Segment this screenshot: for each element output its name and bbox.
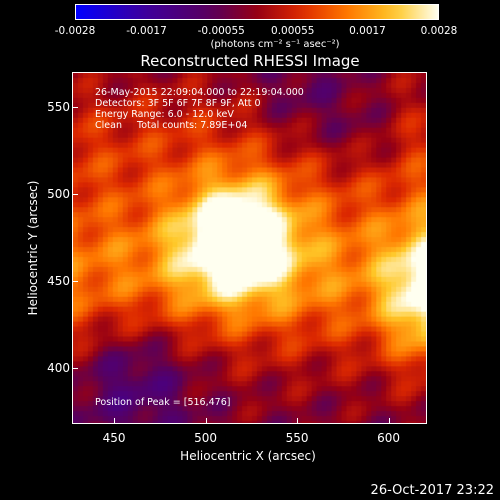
colorbar-tick-label: 0.0028	[420, 25, 458, 37]
y-tick-label: 450	[47, 274, 70, 289]
x-tick-label: 600	[377, 431, 401, 445]
colorbar-tick-label: 0.0017	[349, 25, 386, 37]
colorbar	[75, 4, 439, 20]
x-tick-label: 550	[285, 431, 309, 445]
clean-counts-annotation: Clean Total counts: 7.89E+04	[95, 120, 248, 131]
x-tick-label: 500	[194, 431, 218, 445]
y-tick-mark	[72, 193, 78, 195]
heatmap-image	[73, 73, 426, 423]
plot-area: 26-May-2015 22:09:04.000 to 22:19:04.000…	[72, 72, 427, 424]
y-tick-label: 500	[47, 186, 70, 201]
x-axis-label: Heliocentric X (arcsec)	[180, 449, 316, 463]
chart-title: Reconstructed RHESSI Image	[140, 52, 360, 70]
time-range-annotation: 26-May-2015 22:09:04.000 to 22:19:04.000	[95, 87, 304, 98]
timestamp-footer: 26-Oct-2017 23:22	[370, 483, 494, 498]
colorbar-unit-label: (photons cm⁻² s⁻¹ asec⁻²)	[210, 39, 340, 50]
detectors-annotation: Detectors: 3F 5F 6F 7F 8F 9F, Att 0	[95, 98, 261, 109]
colorbar-tick-label: -0.0017	[126, 25, 167, 37]
x-tick-mark	[114, 418, 116, 424]
y-tick-label: 550	[47, 99, 70, 114]
x-tick-mark	[297, 418, 299, 424]
peak-position-annotation: Position of Peak = [516,476]	[95, 397, 231, 408]
y-tick-label: 400	[47, 361, 70, 376]
colorbar-tick-label: 0.00055	[271, 25, 315, 37]
energy-range-annotation: Energy Range: 6.0 - 12.0 keV	[95, 109, 234, 120]
y-tick-mark	[72, 368, 78, 370]
y-axis-label: Heliocentric Y (arcsec)	[26, 180, 40, 316]
y-tick-mark	[72, 281, 78, 283]
x-tick-label: 450	[102, 431, 126, 445]
colorbar-tick-label: -0.0028	[54, 25, 96, 37]
x-tick-mark	[205, 418, 207, 424]
x-tick-mark	[388, 418, 390, 424]
colorbar-tick-label: -0.00055	[197, 25, 245, 37]
y-tick-mark	[72, 106, 78, 108]
